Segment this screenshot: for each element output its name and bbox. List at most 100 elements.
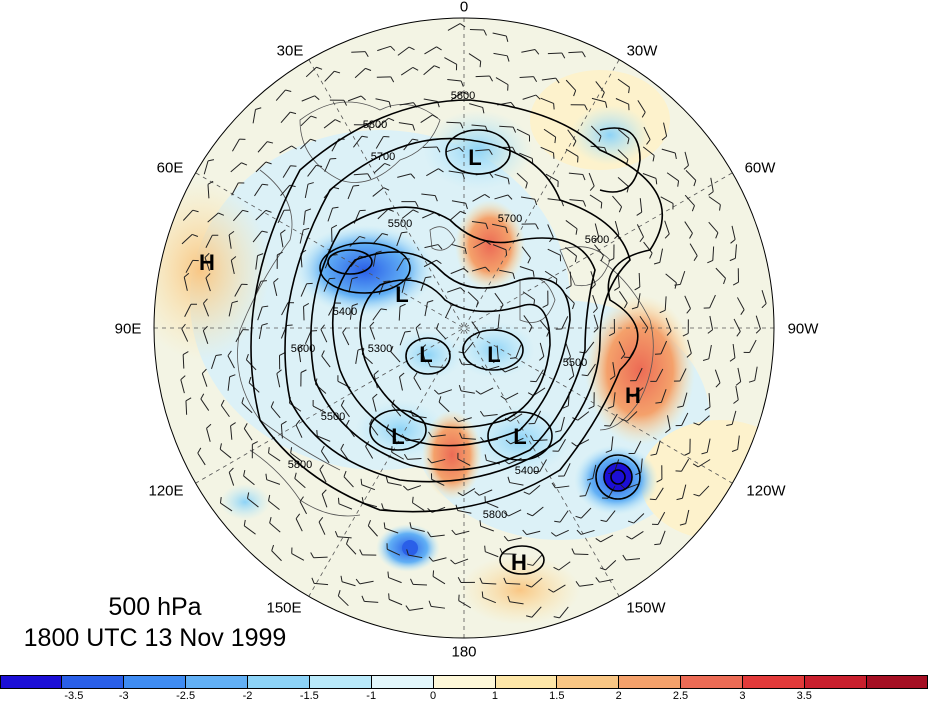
wind-barb-feather (428, 431, 433, 438)
wind-barb-feather (359, 549, 363, 556)
wind-barb-feather (474, 491, 480, 496)
wind-barb (482, 582, 497, 585)
wind-barb-feather (599, 567, 606, 571)
wind-barb-feather (261, 323, 268, 326)
wind-barb-feather (367, 519, 371, 526)
wind-barb-feather (622, 554, 627, 561)
wind-barb-feather (345, 419, 350, 426)
wind-barb-feather (729, 257, 736, 262)
wind-barb-feather (553, 566, 560, 571)
wind-barb (388, 598, 403, 606)
wind-barb (364, 600, 379, 603)
wind-barb (243, 475, 255, 486)
wind-barb-feather (192, 209, 199, 213)
contour-label: 5700 (498, 213, 522, 225)
wind-barb (423, 65, 435, 76)
wind-barb-feather (542, 304, 549, 308)
wind-barb (454, 558, 469, 565)
wind-barb (255, 161, 267, 173)
wind-barb (737, 367, 742, 382)
wind-barb (706, 438, 711, 453)
wind-barb (547, 52, 562, 55)
wind-barb-feather (527, 392, 534, 397)
wind-barb-feather (676, 497, 683, 501)
wind-barb-feather (732, 281, 739, 286)
wind-barb (497, 314, 500, 329)
wind-barb-feather (300, 369, 307, 373)
colorbar-tick-label: -3.5 (64, 690, 84, 702)
wind-barb-feather (665, 428, 671, 434)
contour-label: 5400 (333, 306, 357, 318)
wind-barb (202, 303, 210, 317)
wind-barb-feather (686, 352, 692, 358)
wind-barb-feather (265, 161, 272, 165)
wind-barb-feather (554, 520, 561, 523)
wind-barb (401, 279, 406, 293)
wind-barb (400, 66, 414, 76)
wind-barb-feather (321, 489, 327, 495)
wind-barb (715, 267, 726, 279)
wind-barb-feather (273, 277, 279, 283)
wind-barb-feather (636, 211, 642, 216)
wind-barb-feather (595, 577, 600, 583)
wind-barb (563, 463, 571, 477)
wind-barb (342, 332, 350, 346)
wind-barb (181, 328, 189, 342)
wind-barb (220, 405, 230, 418)
wind-barb (324, 158, 331, 172)
wind-barb-feather (372, 393, 378, 399)
lon-label-0: 0 (459, 0, 469, 16)
wind-barb-feather (693, 255, 698, 262)
wind-barb-feather (257, 253, 264, 257)
wind-barb-feather (427, 300, 434, 303)
wind-barb-feather (367, 124, 372, 131)
wind-barb-feather (462, 172, 465, 179)
wind-barb (475, 149, 490, 152)
wind-barb (485, 501, 499, 509)
wind-barb (444, 305, 452, 319)
wind-barb (679, 270, 686, 285)
wind-barb-feather (574, 255, 577, 262)
wind-barb-feather (568, 375, 575, 381)
wind-barb-feather (373, 370, 379, 375)
wind-barb (351, 51, 366, 53)
wind-barb (407, 457, 422, 460)
wind-barb (451, 243, 466, 249)
wind-barb-feather (434, 65, 441, 69)
wind-barb-feather (475, 390, 481, 395)
wind-barb-feather (462, 91, 468, 95)
wind-barb (661, 148, 676, 154)
wind-barb (681, 412, 689, 426)
wind-barb-feather (364, 51, 369, 58)
wind-barb (580, 507, 592, 519)
wind-barb (565, 246, 577, 257)
wind-barb-feather (682, 332, 689, 337)
wind-barb (255, 209, 267, 221)
wind-barb (294, 478, 306, 489)
wind-barb-feather (525, 182, 528, 189)
wind-barb-feather (505, 439, 511, 445)
wind-barb-feather (620, 353, 626, 360)
wind-barb (230, 260, 235, 275)
wind-barb (206, 428, 211, 442)
wind-barb (401, 209, 414, 219)
wind-barb-feather (410, 173, 416, 179)
wind-barb-feather (575, 581, 580, 587)
wind-barb-feather (626, 535, 632, 540)
wind-barb-feather (340, 399, 345, 406)
wind-barb-feather (689, 232, 693, 239)
lon-label-60e: 60E (156, 159, 184, 177)
wind-barb-feather (268, 447, 270, 454)
wind-barb-feather (351, 276, 358, 280)
wind-barb (539, 320, 550, 332)
contour-low-7b (603, 462, 633, 492)
wind-barb-feather (219, 497, 222, 504)
wind-barb-feather (406, 549, 409, 556)
wind-barb (464, 341, 474, 354)
wind-barb-feather (241, 162, 248, 166)
contour-label: 5500 (321, 411, 345, 423)
wind-barb (200, 398, 210, 411)
wind-barb-feather (305, 208, 312, 212)
wind-barb-feather (626, 393, 633, 398)
contour-label: 5500 (388, 218, 412, 230)
